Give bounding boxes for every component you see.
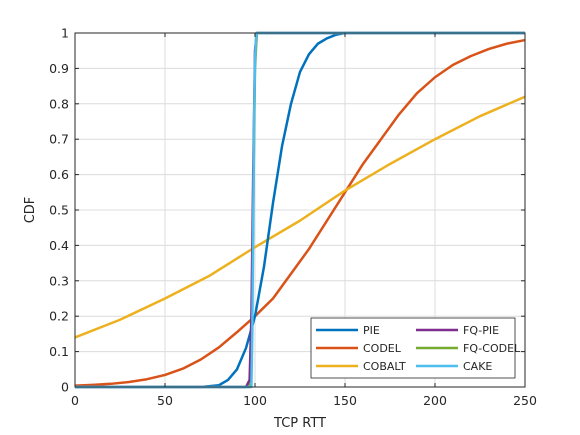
- series-line-codel: [74, 38, 526, 387]
- y-tick-label: 0.2: [49, 309, 69, 324]
- series-line-cobalt: [74, 95, 526, 339]
- legend-label: PIE: [363, 324, 380, 337]
- legend-label: FQ-PIE: [463, 324, 499, 337]
- y-tick-label: 0.1: [49, 344, 69, 359]
- y-tick-label: 0.7: [49, 132, 69, 147]
- y-tick-label: 0.8: [49, 96, 69, 111]
- x-tick-label: 250: [513, 393, 537, 408]
- series-line-cake: [75, 31, 525, 389]
- x-tick-label: 50: [157, 393, 173, 408]
- legend-label: COBALT: [363, 360, 406, 373]
- legend: PIE CODEL COBALT FQ-PIE FQ-CODEL CAKE: [310, 317, 521, 379]
- x-tick-label: 100: [243, 393, 267, 408]
- y-tick-label: 1: [61, 26, 69, 41]
- x-axis-label: TCP RTT: [273, 416, 326, 431]
- y-tick-label: 0.6: [49, 167, 69, 182]
- x-tick-label: 150: [333, 393, 357, 408]
- legend-label: CAKE: [463, 360, 492, 373]
- y-axis-label: CDF: [23, 197, 38, 224]
- y-tick-label: 0.4: [49, 238, 69, 253]
- x-tick-label: 0: [71, 393, 79, 408]
- y-tick-label: 0.9: [49, 61, 69, 76]
- y-tick-label: 0.3: [49, 273, 69, 288]
- y-tick-label: 0.5: [49, 203, 69, 218]
- x-tick-label: 200: [423, 393, 447, 408]
- y-tick-label: 0: [61, 380, 69, 395]
- legend-label: CODEL: [363, 342, 402, 355]
- axis-ticks: 0 50 100 150 200 250 0 0.1 0.2 0.3 0.4 0.5 0.6 0.7 0.8…: [49, 26, 537, 409]
- series-line-pie: [75, 31, 525, 389]
- legend-label: FQ-CODEL: [463, 342, 521, 355]
